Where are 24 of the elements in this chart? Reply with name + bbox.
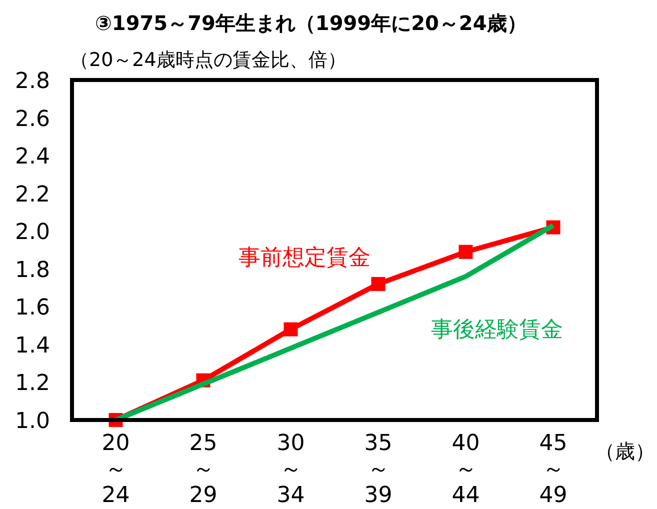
- y-tick-label: 1.2: [15, 371, 50, 396]
- x-tick-label: 40～44: [452, 431, 480, 508]
- y-tick-label: 1.4: [15, 333, 50, 358]
- x-tick-label: 45～49: [539, 431, 568, 508]
- x-axis-title: （歳）: [595, 439, 655, 463]
- point: [371, 277, 386, 291]
- y-tick-label: 2.2: [15, 182, 50, 208]
- x-tick-label: 35～39: [364, 431, 392, 508]
- x-tick-label: 20～24: [102, 431, 130, 508]
- y-axis-title: （20～24歳時点の賃金比、倍）: [70, 49, 346, 71]
- series-label: 事後経験賃金: [431, 317, 563, 342]
- y-tick-label: 2.4: [15, 144, 50, 170]
- x-tick-label: 30～34: [276, 431, 305, 508]
- series-label: 事前想定賃金: [238, 246, 370, 271]
- chart-title: ③1975～79年生まれ（1999年に20～24歳）: [95, 11, 527, 35]
- y-tick-label: 1.0: [15, 409, 50, 434]
- point: [284, 322, 298, 336]
- y-tick-label: 1.8: [15, 258, 50, 283]
- y-tick-label: 2.6: [15, 106, 50, 132]
- point: [458, 244, 473, 259]
- y-tick-label: 2.8: [15, 69, 50, 94]
- x-tick-label: 25～29: [189, 431, 218, 508]
- y-tick-label: 1.6: [15, 296, 50, 321]
- y-tick-label: 2.0: [15, 220, 50, 246]
